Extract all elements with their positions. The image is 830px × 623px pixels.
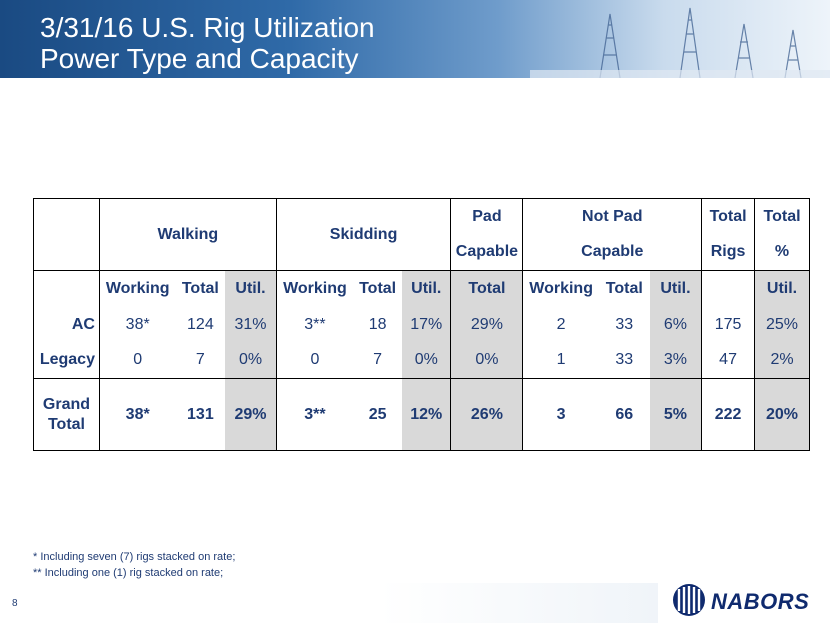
cell-skidding-working: 3**: [275, 378, 354, 451]
cell-skidding-total: 18: [368, 315, 387, 333]
notpad-util-header: Util.: [649, 270, 702, 307]
cell-notpad-working: 1: [522, 342, 599, 379]
corner-cell: [33, 198, 100, 271]
header-row-1: Walking Skidding Pad Not Pad Total Total: [33, 198, 810, 271]
cell-notpad-total: 66: [598, 378, 650, 451]
skidding-util-header: Util.: [402, 270, 451, 307]
cell-total-pct: 25%: [754, 306, 810, 343]
totalrigs-sub-cell: [701, 270, 755, 307]
cell-total-rigs: 47: [701, 342, 755, 379]
cell-walking-working: 38*: [98, 378, 176, 451]
cell-walking-util: 0%: [225, 342, 277, 379]
cell-notpad-util: 3%: [649, 342, 702, 379]
walking-working-header: Working: [98, 270, 176, 307]
drilling-rig-skyline-icon: [530, 7, 830, 78]
slide-title: 3/31/16 U.S. Rig Utilization Power Type …: [40, 12, 375, 74]
skidding-working-header: Working: [275, 270, 354, 307]
pad-total-header: Total: [450, 270, 523, 307]
skidding-header: Skidding: [275, 198, 451, 271]
cell-walking-util: 31%: [225, 306, 277, 343]
footnote-1: * Including seven (7) rigs stacked on ra…: [33, 551, 236, 563]
notpad-header-line1: Not Pad: [522, 198, 702, 235]
grand-total-label: Grand Total: [33, 378, 100, 451]
sub-header-row: Working Total Util. Working Total Util. …: [33, 270, 810, 307]
cell-walking-total: 124: [187, 315, 214, 333]
cell-skidding-util: 0%: [402, 342, 451, 379]
cell-total-pct: 2%: [754, 342, 810, 379]
rig-utilization-table: Walking Skidding Pad Not Pad Total Total…: [33, 198, 810, 451]
cell-pad: 26%: [450, 378, 523, 451]
cell-notpad-util: 5%: [649, 378, 702, 451]
page-number: 8: [12, 598, 18, 609]
pad-header-line2: Capable: [450, 234, 523, 271]
title-line-1: 3/31/16 U.S. Rig Utilization: [40, 12, 375, 43]
cell-walking-total: 131: [175, 378, 226, 451]
cell-skidding-util: 12%: [402, 378, 451, 451]
table-row-legacy: Legacy 0 7 0% 0 7 0% 0% 1 33 3% 47 2%: [33, 342, 810, 379]
table-row-ac: AC 38* 124 31% 3** 18 17% 29% 2 33 6% 17…: [33, 306, 810, 343]
totalrigs-header-line2: Rigs: [701, 234, 755, 271]
nabors-logo-icon: [673, 584, 705, 616]
footnote-2: ** Including one (1) rig stacked on rate…: [33, 567, 224, 579]
header-banner: 3/31/16 U.S. Rig Utilization Power Type …: [0, 0, 830, 78]
cell-walking-working: 38*: [98, 306, 176, 343]
cell-total-pct: 20%: [754, 378, 810, 451]
walking-total-header: Total: [175, 270, 226, 307]
notpad-total-header: Total: [598, 270, 650, 307]
notpad-working-header: Working: [522, 270, 599, 307]
totalrigs-header-line1: Total: [701, 198, 755, 235]
notpad-header-line2: Capable: [522, 234, 702, 271]
rig-utilization-table-wrap: Walking Skidding Pad Not Pad Total Total…: [33, 198, 810, 451]
grand-total-label-line1: Grand: [42, 395, 91, 413]
walking-util-header: Util.: [225, 270, 277, 307]
row-label: AC: [33, 306, 100, 343]
walking-header: Walking: [98, 198, 277, 271]
cell-skidding-total: 7: [373, 351, 383, 369]
footer-band: [0, 583, 690, 623]
cell-pad: 0%: [450, 342, 523, 379]
skidding-total-header: Total: [353, 270, 403, 307]
pad-header-line1: Pad: [450, 198, 523, 235]
cell-skidding-working: 3**: [275, 306, 354, 343]
cell-skidding-util: 17%: [402, 306, 451, 343]
nabors-logo-text: NABORS: [711, 589, 810, 614]
cell-notpad-total: 33: [615, 351, 634, 369]
cell-pad: 29%: [450, 306, 523, 343]
cell-notpad-util: 6%: [649, 306, 702, 343]
totalpct-header-line1: Total: [754, 198, 810, 235]
cell-total-rigs: 222: [701, 378, 755, 451]
cell-notpad-working: 2: [522, 306, 599, 343]
title-line-2: Power Type and Capacity: [40, 43, 359, 74]
row-label: Legacy: [33, 342, 100, 379]
cell-notpad-working: 3: [522, 378, 599, 451]
grand-total-label-line2: Total: [47, 415, 85, 433]
totalpct-util-header: Util.: [754, 270, 810, 307]
footnotes: * Including seven (7) rigs stacked on ra…: [33, 549, 235, 581]
cell-walking-working: 0: [98, 342, 176, 379]
cell-walking-util: 29%: [225, 378, 277, 451]
cell-skidding-working: 0: [275, 342, 354, 379]
cell-total-rigs: 175: [701, 306, 755, 343]
cell-notpad-total: 33: [615, 315, 634, 333]
totalpct-header-line2: %: [754, 234, 810, 271]
table-row-grand-total: Grand Total 38* 131 29% 3** 25 12% 26% 3…: [33, 378, 810, 451]
cell-walking-total: 7: [195, 351, 205, 369]
cell-skidding-total: 25: [353, 378, 403, 451]
sub-label-cell: [33, 270, 100, 307]
header-row-2: Capable Capable Rigs %: [34, 234, 810, 271]
